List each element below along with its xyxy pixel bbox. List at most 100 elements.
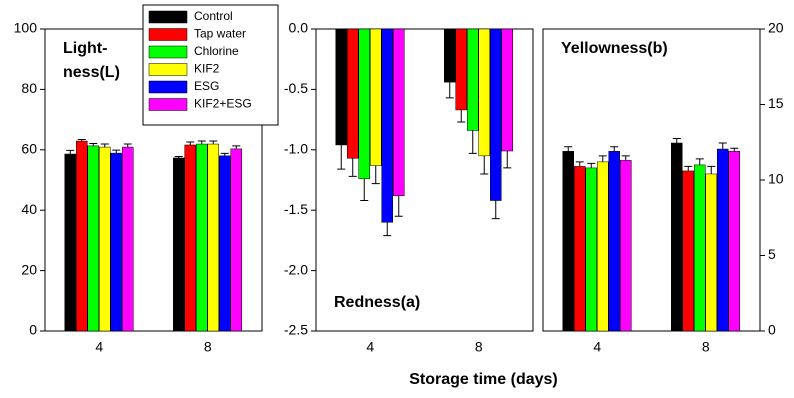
y-tick-label: 20 <box>768 20 784 36</box>
x-tick-label: 4 <box>366 339 374 355</box>
error-bar <box>468 130 477 154</box>
y-tick-label: 60 <box>21 141 37 157</box>
error-bar <box>491 200 500 220</box>
x-tick-label: 8 <box>702 339 710 355</box>
bar <box>467 28 479 131</box>
legend-swatch <box>148 80 188 94</box>
bar <box>620 160 632 332</box>
error-bar <box>445 82 454 99</box>
bar <box>501 28 513 152</box>
bar <box>562 151 574 332</box>
bar <box>64 153 76 332</box>
error-bar <box>197 140 206 145</box>
x-axis-label: Storage time (days) <box>409 371 557 388</box>
y-tick-label: 0 <box>29 322 37 338</box>
x-tick-label: 4 <box>95 339 103 355</box>
error-bar <box>610 146 619 152</box>
legend-label: Tap water <box>194 27 246 41</box>
bar <box>122 146 134 332</box>
bar <box>682 170 694 332</box>
y-tick-label: 100 <box>14 20 38 36</box>
bar <box>393 28 405 196</box>
bar <box>478 28 490 157</box>
bar <box>490 28 502 201</box>
y-tick-label: -1.0 <box>284 141 308 157</box>
bar <box>173 157 185 332</box>
error-bar <box>457 109 466 123</box>
bar <box>196 143 208 332</box>
error-bar <box>77 139 86 142</box>
error-bar <box>480 155 489 175</box>
error-bar <box>383 222 392 237</box>
y-tick-label: 80 <box>21 80 37 96</box>
bar <box>370 28 382 166</box>
legend-label: KIF2+ESG <box>194 97 252 111</box>
error-bar <box>174 155 183 158</box>
error-bar <box>371 165 380 185</box>
legend-label: Control <box>194 9 233 23</box>
legend-label: Chlorine <box>194 44 239 58</box>
error-bar <box>66 149 75 155</box>
error-bar <box>360 178 369 202</box>
error-bar <box>100 143 109 148</box>
x-tick-label: 4 <box>593 339 601 355</box>
bar <box>76 140 88 332</box>
error-bar <box>209 140 218 145</box>
error-bar <box>575 161 584 167</box>
y-tick-label: 0 <box>768 322 776 338</box>
error-bar <box>503 151 512 169</box>
y-tick-label: 10 <box>768 171 784 187</box>
bar <box>717 148 729 332</box>
error-bar <box>348 158 357 177</box>
error-bar <box>220 152 229 156</box>
error-bar <box>672 137 681 144</box>
annotation: Redness(a) <box>334 294 420 311</box>
legend-swatch <box>148 63 188 76</box>
x-tick-label: 8 <box>475 339 483 355</box>
error-bar <box>394 195 403 217</box>
legend-swatch <box>148 45 188 59</box>
error-bar <box>587 162 596 168</box>
bar <box>381 28 393 223</box>
bar <box>455 28 467 111</box>
bar <box>608 151 620 332</box>
bar <box>87 145 99 332</box>
bar <box>110 152 122 332</box>
error-bar <box>112 149 121 154</box>
error-bar <box>621 155 630 161</box>
bar <box>694 164 706 332</box>
y-tick-label: 20 <box>21 261 37 277</box>
error-bar <box>598 155 607 162</box>
bar <box>671 142 683 332</box>
error-bar <box>718 142 727 150</box>
error-bar <box>684 165 693 171</box>
bar <box>207 143 219 332</box>
legend-swatch <box>148 10 188 24</box>
error-bar <box>730 147 739 152</box>
y-tick-label: 40 <box>21 201 37 217</box>
bar <box>184 144 196 332</box>
x-tick-label: 8 <box>204 339 212 355</box>
error-bar <box>695 158 704 165</box>
y-tick-label: 0.0 <box>289 20 309 36</box>
bar <box>219 155 231 332</box>
bar <box>335 28 347 146</box>
bar <box>444 28 456 83</box>
legend-label: KIF2 <box>194 62 220 76</box>
error-bar <box>232 145 241 149</box>
y-tick-label: 15 <box>768 95 784 111</box>
legend-swatch <box>148 28 188 41</box>
annotation: Light- <box>63 40 107 57</box>
error-bar <box>186 141 195 145</box>
y-tick-label: -2.5 <box>284 322 308 338</box>
bar <box>574 166 586 332</box>
y-tick-label: -1.5 <box>284 201 308 217</box>
plot-frame <box>315 28 534 332</box>
bar <box>705 173 717 332</box>
bar <box>99 146 111 332</box>
annotation: ness(L) <box>63 64 120 81</box>
error-bar <box>707 165 716 174</box>
bar <box>230 148 242 332</box>
